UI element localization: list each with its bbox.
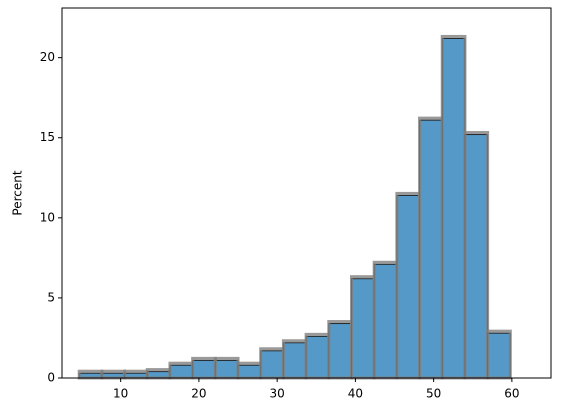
bar (192, 359, 216, 379)
bar (396, 194, 421, 379)
y-tick-label: 0 (47, 371, 55, 385)
x-tick-label: 20 (191, 387, 206, 401)
axes-frame (61, 7, 552, 379)
y-tick-label: 20 (40, 50, 55, 64)
bar (441, 37, 466, 379)
bar (237, 364, 262, 379)
x-tick-label: 40 (348, 387, 363, 401)
x-tick-label: 10 (113, 387, 128, 401)
x-tick-label: 30 (270, 387, 285, 401)
bar (328, 323, 352, 379)
y-axis-label: Percent (11, 170, 25, 215)
bar (169, 364, 194, 379)
y-tick-label: 15 (40, 130, 55, 144)
bar (487, 332, 511, 379)
bar (282, 342, 307, 379)
bar (305, 335, 330, 379)
y-tick-label: 5 (47, 290, 55, 304)
bar (464, 134, 489, 379)
bar (214, 359, 239, 379)
bar (260, 350, 284, 379)
x-tick-label: 50 (426, 387, 441, 401)
bar (419, 119, 443, 379)
y-tick-label: 10 (40, 210, 55, 224)
bar (350, 278, 375, 379)
bar (373, 263, 398, 379)
x-tick-label: 60 (504, 387, 519, 401)
